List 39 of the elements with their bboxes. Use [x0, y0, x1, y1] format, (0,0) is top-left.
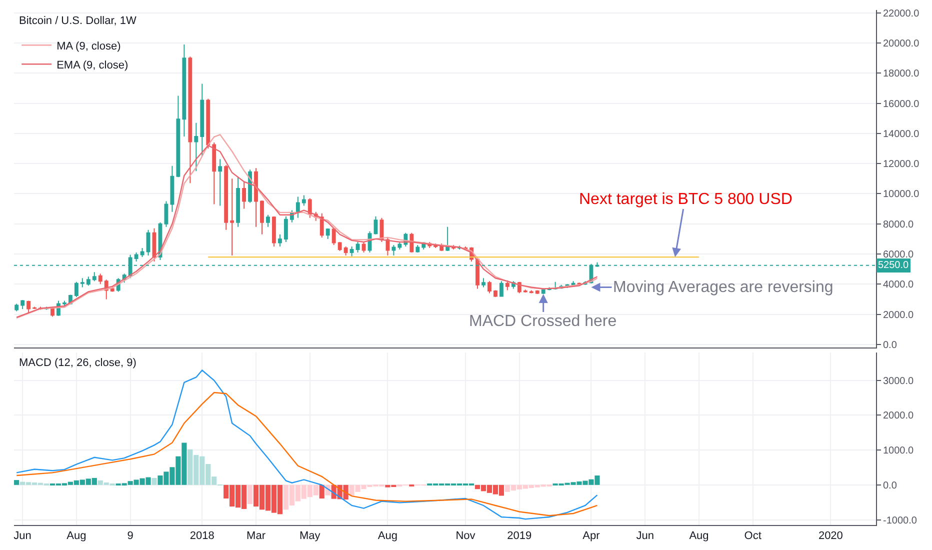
text: Bitcoin / U.S. Dollar, 1W — [19, 15, 137, 27]
x-tick-label: Apr — [582, 530, 600, 542]
x-tick-label: May — [299, 530, 321, 542]
x-tick-label: Aug — [689, 530, 709, 542]
x-tick-label: Aug — [378, 530, 398, 542]
y-tick-label: 8000.0 — [883, 219, 914, 230]
x-tick-label: 2019 — [507, 530, 532, 542]
y-tick-label: -1000.0 — [883, 515, 918, 526]
annotation: Moving Averages are reversing — [613, 279, 834, 296]
annotation: Next target is BTC 5 800 USD — [579, 191, 792, 208]
y-tick-label: 2000.0 — [883, 410, 914, 422]
y-tick-label: 6000.0 — [883, 250, 914, 261]
x-tick-label: 2020 — [818, 530, 843, 542]
x-tick-label: Aug — [66, 530, 86, 542]
y-tick-label: 3000.0 — [883, 376, 914, 387]
y-tick-label: 0.0 — [883, 340, 898, 351]
y-tick-label: 10000.0 — [883, 189, 920, 200]
chart-title: MACD (12, 26, close, 9) — [19, 357, 136, 369]
x-tick-label: 9 — [127, 530, 134, 542]
y-tick-label: 16000.0 — [883, 98, 920, 110]
y-tick-label: 2000.0 — [883, 310, 914, 321]
y-tick-label: 4000.0 — [883, 280, 914, 291]
y-tick-label: 12000.0 — [883, 159, 920, 170]
legend-label: EMA (9, close) — [56, 59, 128, 72]
y-tick-label: 20000.0 — [883, 38, 920, 50]
y-tick-label: 1000.0 — [883, 446, 914, 457]
legend-label: MA (9, close) — [56, 40, 121, 52]
annotation: MACD Crossed here — [469, 313, 617, 330]
x-tick-label: Oct — [744, 530, 762, 542]
x-tick-label: Jun — [14, 530, 32, 542]
y-tick-label: 0.0 — [883, 480, 898, 492]
y-tick-label: 22000.0 — [883, 8, 920, 20]
y-tick-label: 14000.0 — [883, 128, 920, 140]
x-tick-label: Mar — [246, 530, 266, 542]
x-tick-label: Jun — [636, 530, 654, 542]
x-tick-label: Nov — [456, 530, 476, 542]
y-tick-label: 18000.0 — [883, 68, 920, 80]
x-tick-label: 2018 — [190, 530, 214, 542]
ref-line-label: 5250.0 — [878, 260, 910, 271]
